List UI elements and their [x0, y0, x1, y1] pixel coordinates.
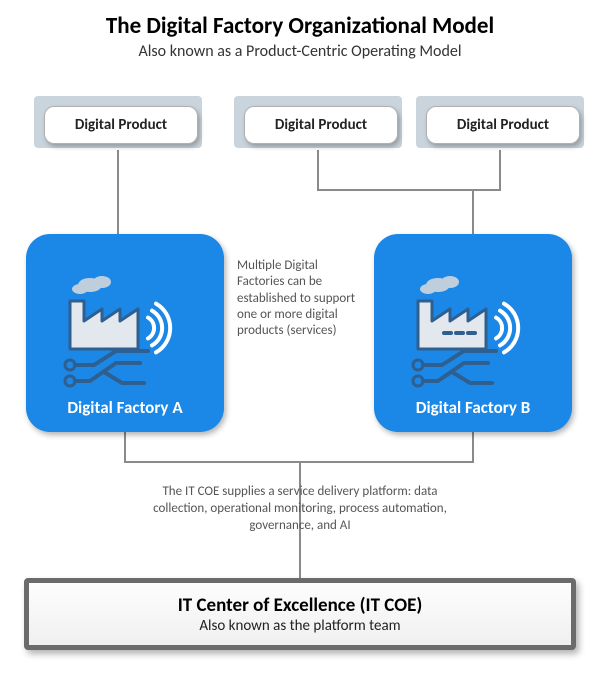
coe-box: IT Center of Excellence (IT COE) Also kn… — [24, 578, 576, 650]
coe-title: IT Center of Excellence (IT COE) — [178, 594, 423, 617]
page-title: The Digital Factory Organizational Model — [0, 12, 600, 40]
factory-label: Digital Factory B — [416, 397, 531, 418]
product-card: Digital Product — [34, 96, 202, 154]
factory-icon — [50, 271, 200, 391]
title-block: The Digital Factory Organizational Model… — [0, 0, 600, 61]
factory-label: Digital Factory A — [67, 397, 182, 418]
mid-annotation: Multiple Digital Factories can be establ… — [237, 258, 365, 339]
product-card-label: Digital Product — [44, 106, 198, 144]
product-card: Digital Product — [416, 96, 584, 154]
page-subtitle: Also known as a Product-Centric Operatin… — [0, 42, 600, 61]
product-card: Digital Product — [234, 96, 402, 154]
factory-card-a: Digital Factory A — [26, 234, 224, 432]
factory-icon — [398, 271, 548, 391]
coe-subtitle: Also known as the platform team — [199, 617, 400, 635]
product-card-label: Digital Product — [244, 106, 398, 144]
factory-card-b: Digital Factory B — [374, 234, 572, 432]
product-card-label: Digital Product — [426, 106, 580, 144]
coe-annotation: The IT COE supplies a service delivery p… — [150, 484, 450, 535]
